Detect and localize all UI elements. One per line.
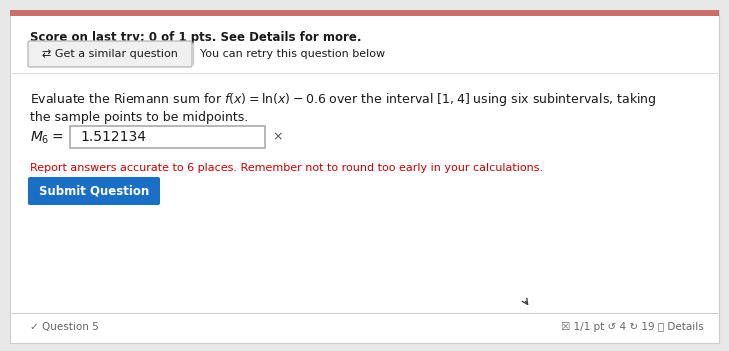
Text: You can retry this question below: You can retry this question below [200, 49, 385, 59]
Bar [10, 10, 719, 16]
FancyBboxPatch shape [28, 41, 192, 67]
Text: ✓ Question 5: ✓ Question 5 [30, 322, 98, 332]
FancyBboxPatch shape [28, 177, 160, 205]
Text: $M_6 =$: $M_6 =$ [30, 130, 63, 146]
Bar [70, 126, 265, 148]
Text: ⇄ Get a similar question: ⇄ Get a similar question [42, 49, 178, 59]
Text: Submit Question: Submit Question [39, 185, 149, 198]
Text: 1.512134: 1.512134 [80, 130, 146, 144]
Text: the sample points to be midpoints.: the sample points to be midpoints. [30, 111, 249, 124]
Text: ×: × [272, 131, 283, 144]
Text: Evaluate the Riemann sum for $f(x) = \ln(x) - 0.6$ over the interval $[1, 4]$ us: Evaluate the Riemann sum for $f(x) = \ln… [30, 91, 657, 108]
Text: ☒ 1/1 pt ↺ 4 ↻ 19 ⓘ Details: ☒ 1/1 pt ↺ 4 ↻ 19 ⓘ Details [561, 322, 704, 332]
Text: Report answers accurate to 6 places. Remember not to round too early in your cal: Report answers accurate to 6 places. Rem… [30, 163, 543, 173]
Text: Score on last try: 0 of 1 pts. See Details for more.: Score on last try: 0 of 1 pts. See Detai… [30, 31, 362, 44]
